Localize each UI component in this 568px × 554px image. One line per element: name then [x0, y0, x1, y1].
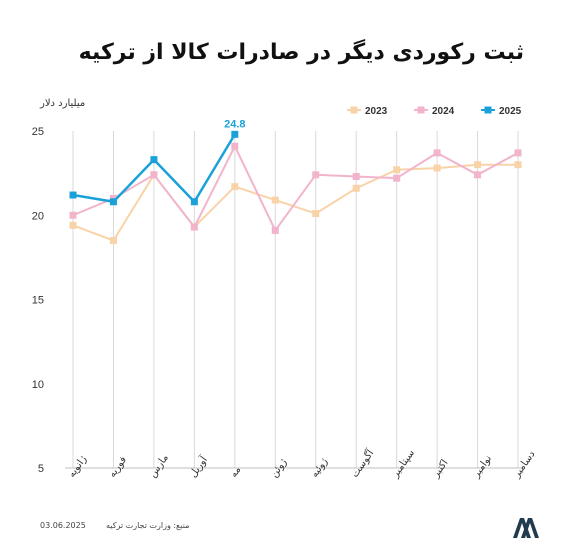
series-line-2023: [72, 163, 518, 242]
data-point-2024: [352, 172, 360, 180]
x-tick-label: سپتامبر: [390, 448, 418, 481]
data-point-2025: [231, 130, 239, 138]
data-point-2024: [433, 149, 441, 157]
chart-legend: 2023 2024 2025: [347, 106, 522, 117]
publish-date: 03.06.2025: [40, 521, 86, 530]
chart-title: ثبت رکوردی دیگر در صادرات کالا از ترکیه: [78, 40, 524, 65]
legend-label-2024: 2024: [432, 106, 455, 117]
data-point-2025: [150, 156, 158, 164]
data-point-2023: [393, 166, 401, 174]
chart-series: [69, 130, 522, 245]
data-point-2024: [231, 142, 239, 150]
data-point-2024: [514, 149, 522, 157]
legend-marker-2024: [417, 106, 425, 114]
y-tick-label: 10: [32, 379, 44, 391]
data-point-2024: [150, 171, 158, 179]
y-tick-label: 20: [32, 210, 44, 222]
series-line-2024: [72, 145, 519, 232]
x-tick-label: آوریل: [186, 453, 210, 480]
data-point-2023: [433, 164, 441, 172]
y-axis-ticks: 5 10 15 20 25: [32, 126, 44, 475]
chart-annotations: 24.8: [224, 118, 245, 130]
data-point-2023: [474, 161, 482, 169]
data-point-2023: [69, 221, 77, 229]
x-tick-label: دسامبر: [511, 449, 538, 481]
data-point-2023: [271, 196, 279, 204]
data-point-2024: [271, 226, 279, 234]
data-point-2024: [393, 174, 401, 182]
series-2025: [69, 130, 239, 206]
x-tick-label: فوریه: [107, 454, 129, 479]
y-tick-label: 15: [32, 295, 44, 307]
legend-label-2025: 2025: [499, 106, 522, 117]
data-point-2024: [312, 171, 320, 179]
x-tick-label: نوامبر: [470, 453, 494, 480]
y-tick-label: 25: [32, 126, 44, 138]
x-tick-label: آگوست: [348, 446, 377, 480]
data-point-2023: [352, 184, 360, 192]
x-tick-label: ژانویه: [66, 454, 89, 480]
data-point-2025: [190, 198, 198, 206]
y-axis-unit-label: میلیارد دلار: [40, 98, 86, 109]
chart-grid: [65, 131, 522, 469]
data-point-2024: [474, 171, 482, 179]
data-point-2025: [109, 198, 117, 206]
data-point-2023: [312, 210, 320, 218]
data-point-2024: [190, 223, 198, 231]
data-point-2024: [69, 211, 77, 219]
data-point-2023: [514, 161, 522, 169]
y-tick-label: 5: [38, 463, 44, 475]
series-2024: [69, 142, 522, 234]
data-point-2025: [69, 191, 77, 199]
legend-marker-2023: [350, 106, 358, 114]
data-label: 24.8: [224, 118, 245, 130]
data-point-2023: [231, 183, 239, 191]
legend-label-2023: 2023: [365, 106, 388, 117]
x-tick-label: مارس: [147, 453, 171, 480]
x-tick-label: مه: [228, 465, 243, 480]
legend-marker-2025: [484, 106, 492, 114]
data-point-2023: [109, 237, 117, 245]
aa-agency-logo-icon: [513, 518, 539, 538]
x-axis-ticks: ژانویه فوریه مارس آوریل مه ژوئن ژوئیه آگوست سپتا…: [66, 446, 537, 481]
source-note: منبع: وزارت تجارت ترکیه: [106, 521, 190, 530]
x-tick-label: اکتبر: [430, 458, 451, 481]
